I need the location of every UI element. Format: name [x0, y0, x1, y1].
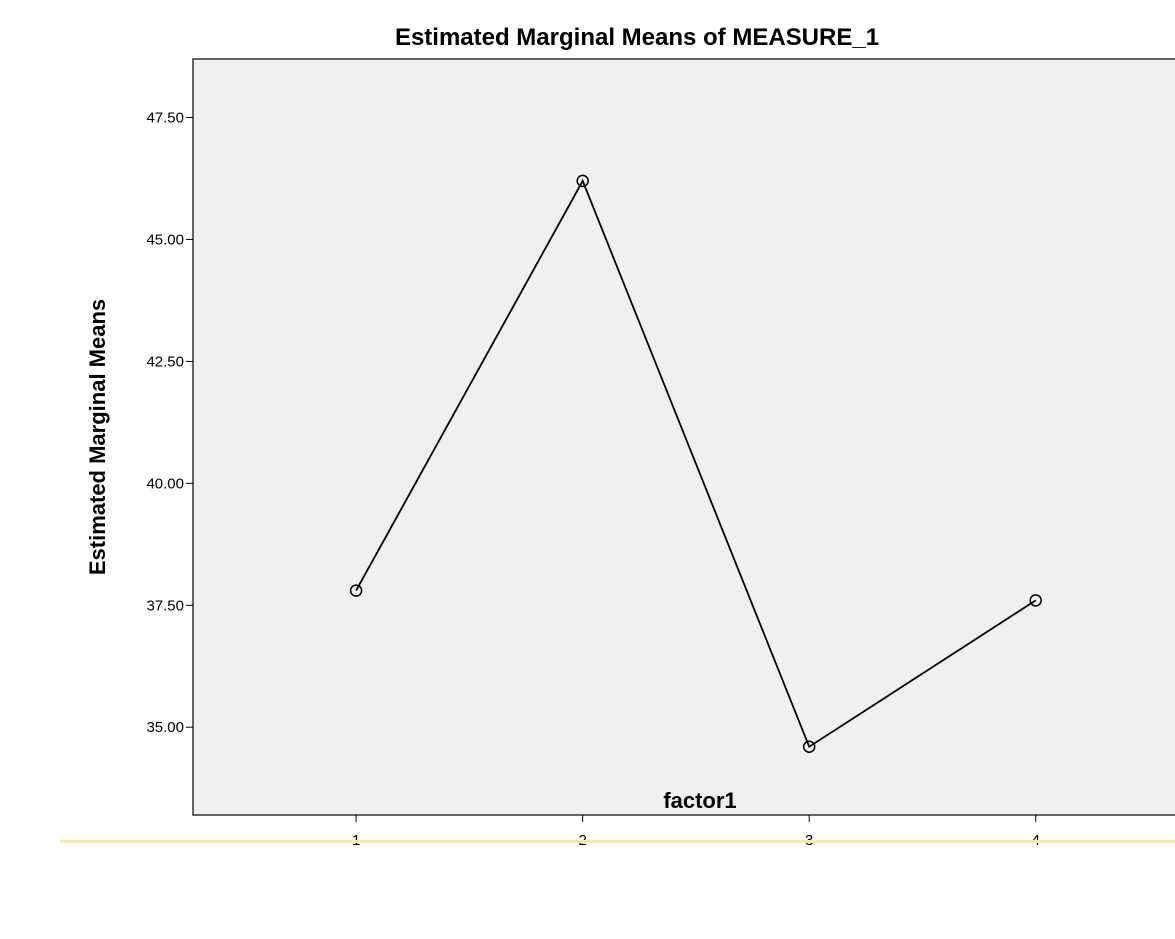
data-point-4: [1029, 594, 1042, 607]
y-tick-label-4: 45.00: [146, 231, 184, 248]
y-tick-label-2: 40.00: [146, 475, 184, 492]
chart-title: Estimated Marginal Means of MEASURE_1: [395, 24, 879, 51]
y-tick-label-1: 37.50: [146, 597, 184, 614]
data-point-1: [349, 584, 363, 597]
y-tick-label-0: 35.00: [146, 719, 184, 736]
series-path: [355, 178, 1037, 749]
y-axis: 35.00 37.50 40.00 42.50 45.00 47.50: [146, 110, 193, 736]
data-point-3: [802, 740, 816, 753]
plot-area: [192, 58, 1175, 816]
footer-divider: [60, 840, 1175, 843]
y-axis-label: Estimated Marginal Means: [85, 299, 110, 575]
x-axis-label: factor1: [663, 788, 736, 813]
data-point-2: [576, 174, 589, 188]
series-line: [349, 174, 1042, 753]
y-tick-label-3: 42.50: [146, 353, 184, 370]
y-tick-label-5: 47.50: [146, 110, 184, 127]
